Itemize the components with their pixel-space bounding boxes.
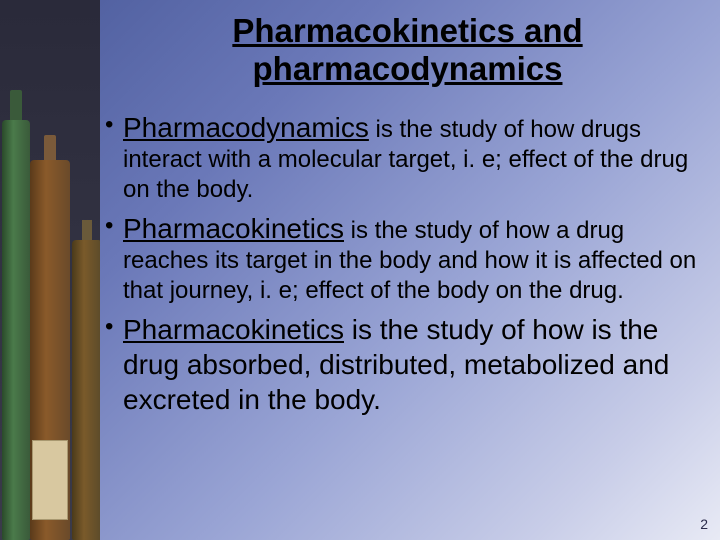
- slide-content: Pharmacokinetics and pharmacodynamics Ph…: [105, 12, 710, 530]
- term-pharmacokinetics-1: Pharmacokinetics: [123, 213, 344, 244]
- page-number: 2: [700, 516, 708, 532]
- bottle-amber-small: [72, 240, 100, 540]
- term-pharmacodynamics: Pharmacodynamics: [123, 112, 369, 143]
- bullet-pharmacokinetics-2: Pharmacokinetics is the study of how is …: [123, 312, 710, 417]
- title-line2: pharmacodynamics: [253, 50, 563, 87]
- sidebar-bottles-image: [0, 0, 100, 540]
- bullet-pharmacokinetics-1: Pharmacokinetics is the study of how a d…: [123, 211, 710, 306]
- term-pharmacokinetics-2: Pharmacokinetics: [123, 314, 344, 345]
- slide-title: Pharmacokinetics and pharmacodynamics: [105, 12, 710, 88]
- title-line1: Pharmacokinetics and: [232, 12, 582, 49]
- bottle-green: [2, 120, 30, 540]
- bullet-pharmacodynamics: Pharmacodynamics is the study of how dru…: [123, 110, 710, 205]
- bullet-list: Pharmacodynamics is the study of how dru…: [105, 110, 710, 417]
- bottle-label: [32, 440, 68, 520]
- bottle-amber-large: [30, 160, 70, 540]
